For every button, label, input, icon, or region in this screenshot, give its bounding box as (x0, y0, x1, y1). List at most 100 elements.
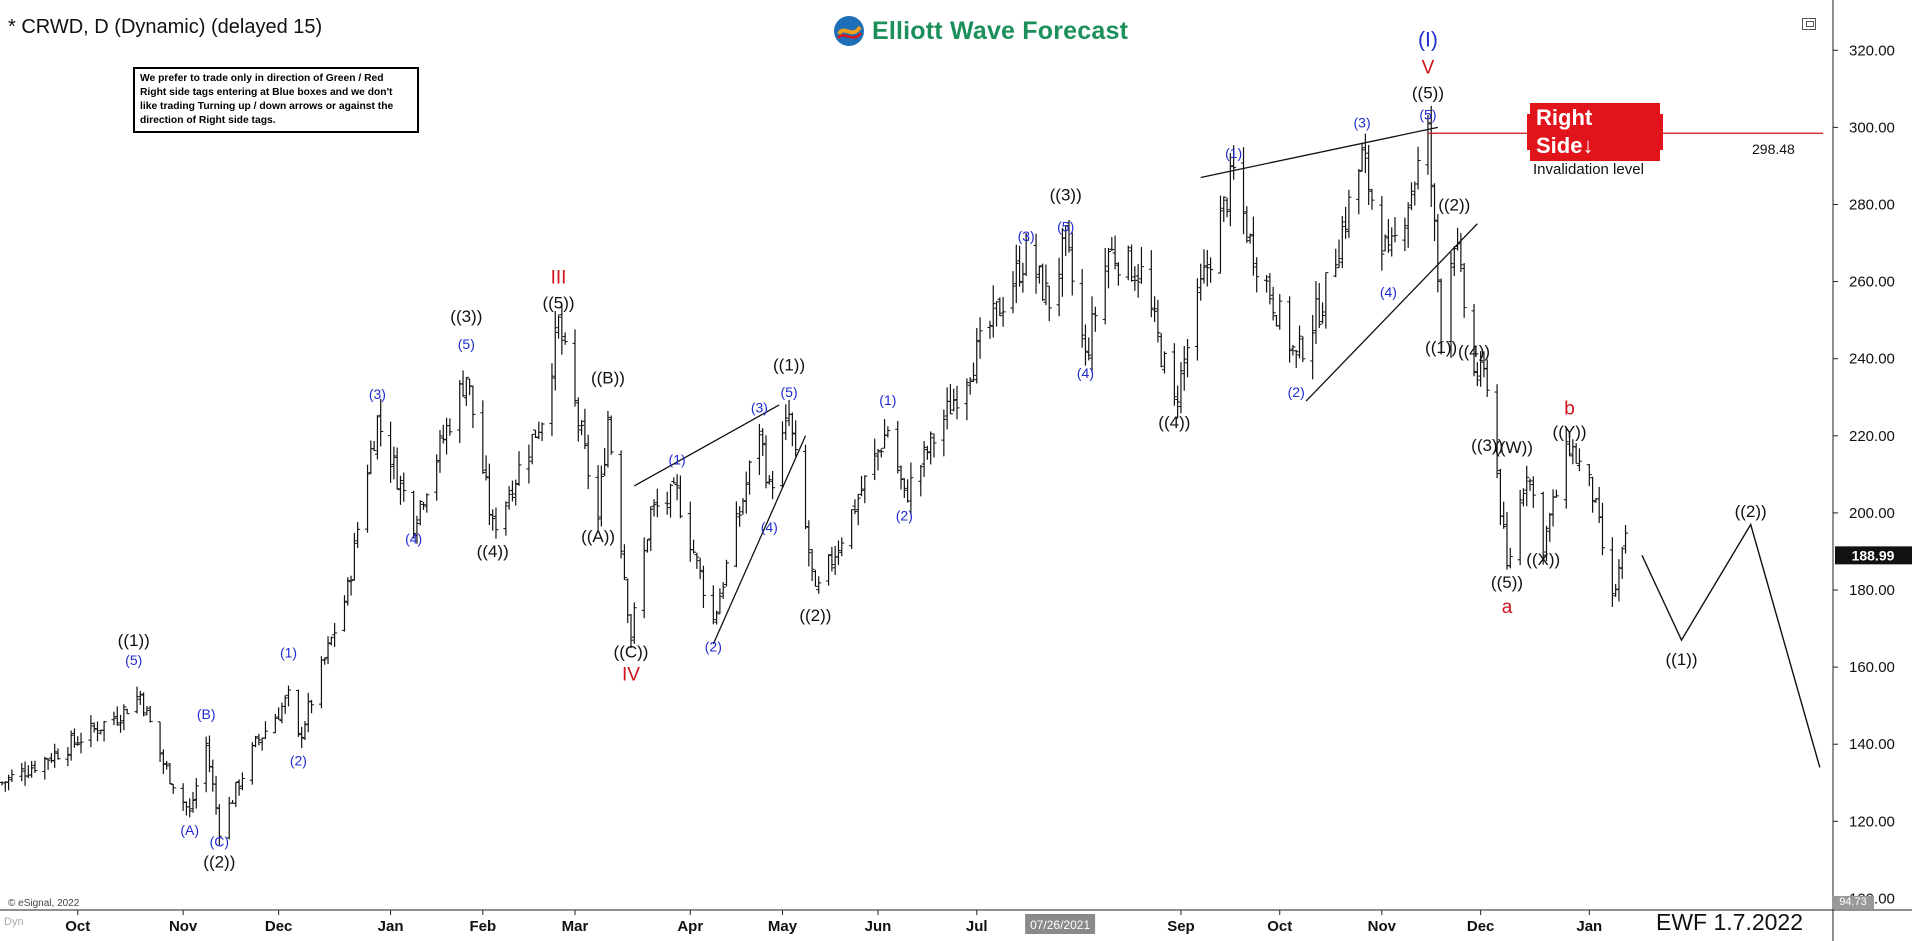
wave-label: ((C)) (614, 642, 649, 661)
ohlc-bar (648, 506, 654, 552)
ohlc-bar (180, 783, 186, 811)
ohlc-bar (91, 722, 97, 733)
invalidation-label: Invalidation level (1533, 161, 1644, 178)
ohlc-bar (253, 735, 259, 748)
ohlc-bar (417, 500, 423, 526)
ohlc-bar (1438, 278, 1444, 355)
price-tick-label: 180.00 (1849, 582, 1895, 599)
ohlc-bar (1586, 464, 1592, 487)
ohlc-bar (160, 749, 166, 775)
ohlc-bar (1247, 233, 1253, 244)
ohlc-bar (1567, 435, 1573, 457)
ohlc-bar (1563, 428, 1569, 509)
ohlc-bar (1408, 182, 1414, 211)
ohlc-bar (282, 695, 288, 714)
month-tick-label: Oct (65, 918, 90, 935)
ohlc-bar (855, 493, 861, 526)
wave-label: ((4)) (1458, 342, 1490, 361)
ohlc-bar (641, 537, 647, 619)
ohlc-bar (213, 775, 219, 815)
month-tick-label: Feb (469, 918, 496, 935)
ohlc-bar (1609, 537, 1615, 607)
ohlc-bar (1152, 296, 1158, 323)
ohlc-bar (55, 748, 61, 760)
ohlc-bar (1507, 547, 1513, 569)
wave-label: ((Y)) (1553, 423, 1587, 442)
ohlc-bar (1056, 257, 1062, 317)
ohlc-bar (1527, 478, 1533, 491)
ohlc-bar (1501, 501, 1507, 529)
restore-window-icon[interactable] (1802, 18, 1816, 30)
ohlc-bar (467, 378, 473, 396)
wave-label: (3) (751, 400, 768, 416)
invalidation-value: 298.48 (1752, 141, 1795, 157)
month-tick-label: Jun (865, 918, 892, 935)
ohlc-bar (1112, 235, 1118, 270)
ohlc-bar (19, 763, 25, 782)
ohlc-bar (700, 565, 706, 609)
ohlc-bar (256, 733, 262, 746)
ohlc-bar (743, 471, 749, 514)
ohlc-bar (1448, 252, 1454, 359)
ohlc-bar (770, 470, 776, 500)
ohlc-bar (974, 328, 980, 384)
wave-label: ((5)) (542, 294, 574, 313)
ohlc-bar (1092, 306, 1098, 332)
ohlc-bar (628, 614, 634, 648)
ohlc-bar (1102, 247, 1108, 325)
ohlc-bar (1079, 269, 1085, 348)
ohlc-bar (1484, 359, 1490, 397)
wave-label: (3) (369, 386, 386, 402)
month-tick-label: Dec (265, 918, 293, 935)
ohlc-bar (644, 539, 650, 553)
ohlc-bar (490, 509, 496, 531)
wave-label: (1) (879, 392, 896, 408)
ohlc-bar (262, 721, 268, 740)
ohlc-bar (539, 422, 545, 442)
ohlc-bar (1428, 105, 1434, 207)
ohlc-bar (440, 424, 446, 444)
ohlc-bar (674, 474, 680, 501)
ohlc-bar (1227, 152, 1233, 227)
ohlc-bar (852, 499, 858, 515)
ohlc-bar (351, 532, 357, 581)
ohlc-bar (1148, 250, 1154, 318)
ohlc-bar (216, 804, 222, 846)
ohlc-bar (1109, 237, 1115, 252)
ohlc-bar (809, 549, 815, 582)
ohlc-bar (1320, 302, 1326, 324)
ohlc-bar (1217, 195, 1223, 274)
ohlc-bar (1040, 263, 1046, 301)
ohlc-bar (305, 692, 311, 733)
ohlc-bar (908, 462, 914, 516)
ohlc-bar (1382, 234, 1388, 252)
ohlc-bar (279, 702, 285, 724)
wave-labels: ((1))(5)(B)(A)(C)((2))(1)(2)(3)(4)((3))(… (118, 28, 1767, 871)
wave-label: ((W)) (1494, 438, 1533, 457)
ohlc-bar (803, 444, 809, 530)
price-tick-label: 300.00 (1849, 119, 1895, 136)
ohlc-bar (710, 585, 716, 625)
ohlc-bar (463, 376, 469, 406)
ohlc-bar (1590, 476, 1596, 513)
ohlc-bar (121, 704, 127, 731)
ohlc-bar (806, 520, 812, 567)
ohlc-bar (1339, 216, 1345, 268)
ohlc-bar (954, 385, 960, 420)
ohlc-bar (918, 464, 924, 497)
ohlc-bar (1066, 219, 1072, 253)
ohlc-bar (483, 455, 489, 481)
ohlc-bar (1553, 489, 1559, 498)
month-tick-label: Nov (1368, 918, 1397, 935)
ohlc-bar (1115, 262, 1121, 286)
ohlc-bar (1158, 333, 1164, 368)
ohlc-bar (677, 475, 683, 519)
ohlc-bar (747, 460, 753, 495)
ending-diagonal-top-1 (633, 404, 780, 487)
price-tick-label: 280.00 (1849, 196, 1895, 213)
wave-label: (4) (761, 519, 778, 535)
ohlc-bar (671, 477, 677, 484)
